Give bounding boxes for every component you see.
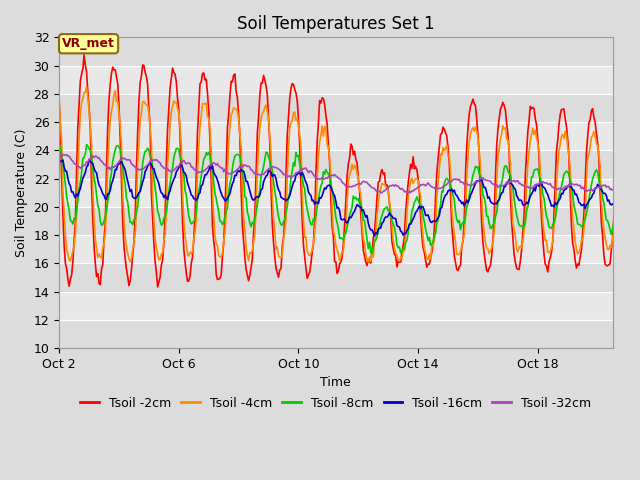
Bar [59,207,612,235]
X-axis label: Time: Time [321,376,351,389]
Y-axis label: Soil Temperature (C): Soil Temperature (C) [15,129,28,257]
Bar [59,37,612,66]
Bar [59,66,612,94]
Bar [59,264,612,292]
Bar [59,150,612,179]
Text: VR_met: VR_met [62,37,115,50]
Bar [59,320,612,348]
Bar [59,179,612,207]
Bar [59,94,612,122]
Bar [59,292,612,320]
Legend: Tsoil -2cm, Tsoil -4cm, Tsoil -8cm, Tsoil -16cm, Tsoil -32cm: Tsoil -2cm, Tsoil -4cm, Tsoil -8cm, Tsoi… [76,392,596,415]
Bar [59,122,612,150]
Bar [59,235,612,264]
Title: Soil Temperatures Set 1: Soil Temperatures Set 1 [237,15,435,33]
